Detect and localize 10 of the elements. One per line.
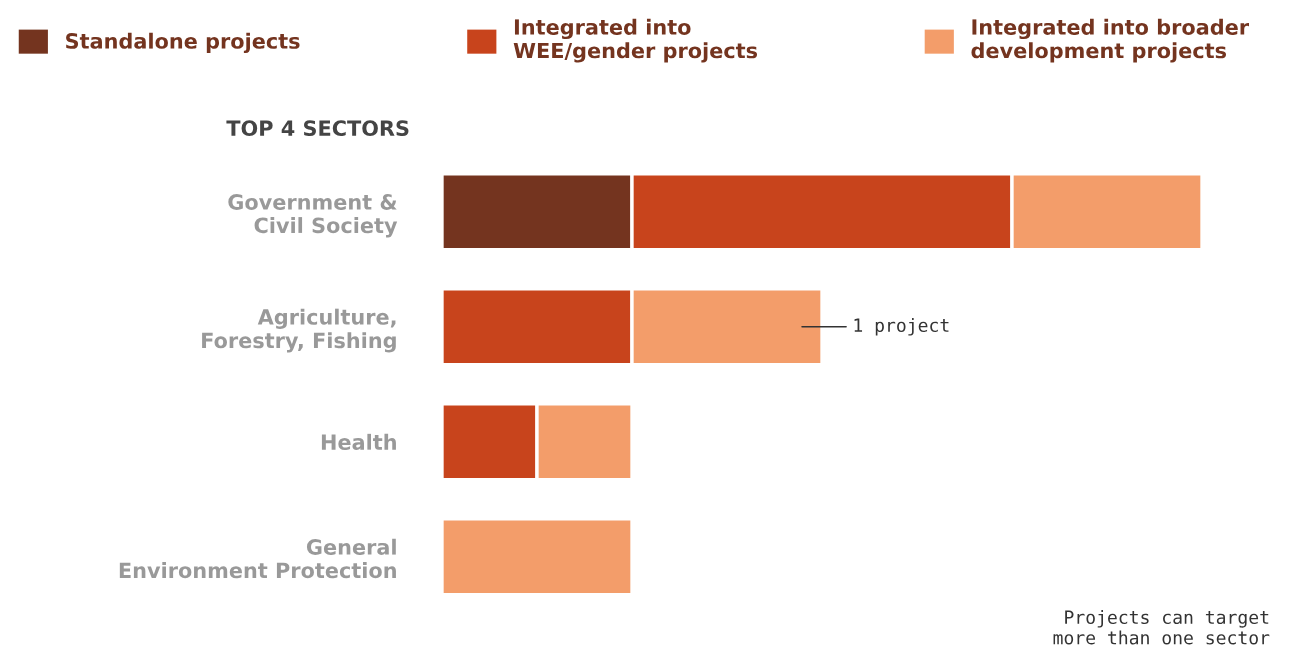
- y-tick-label: General Environment Protection: [119, 538, 396, 579]
- y-tick-label: Health: [321, 433, 396, 450]
- legend-label: Integrated into broader development projects: [971, 18, 1250, 63]
- legend-label: Integrated into WEE/gender projects: [513, 18, 758, 63]
- annotation: Projects can target more than one sector: [1053, 610, 1270, 645]
- y-tick-label: Government & Civil Society: [228, 194, 398, 238]
- legend-label: Standalone projects: [66, 32, 300, 54]
- annotation: 1 project: [854, 318, 949, 336]
- y-tick-label: Agriculture, Forestry, Fishing: [202, 308, 396, 353]
- y-axis-title: TOP 4 SECTORS: [226, 120, 409, 137]
